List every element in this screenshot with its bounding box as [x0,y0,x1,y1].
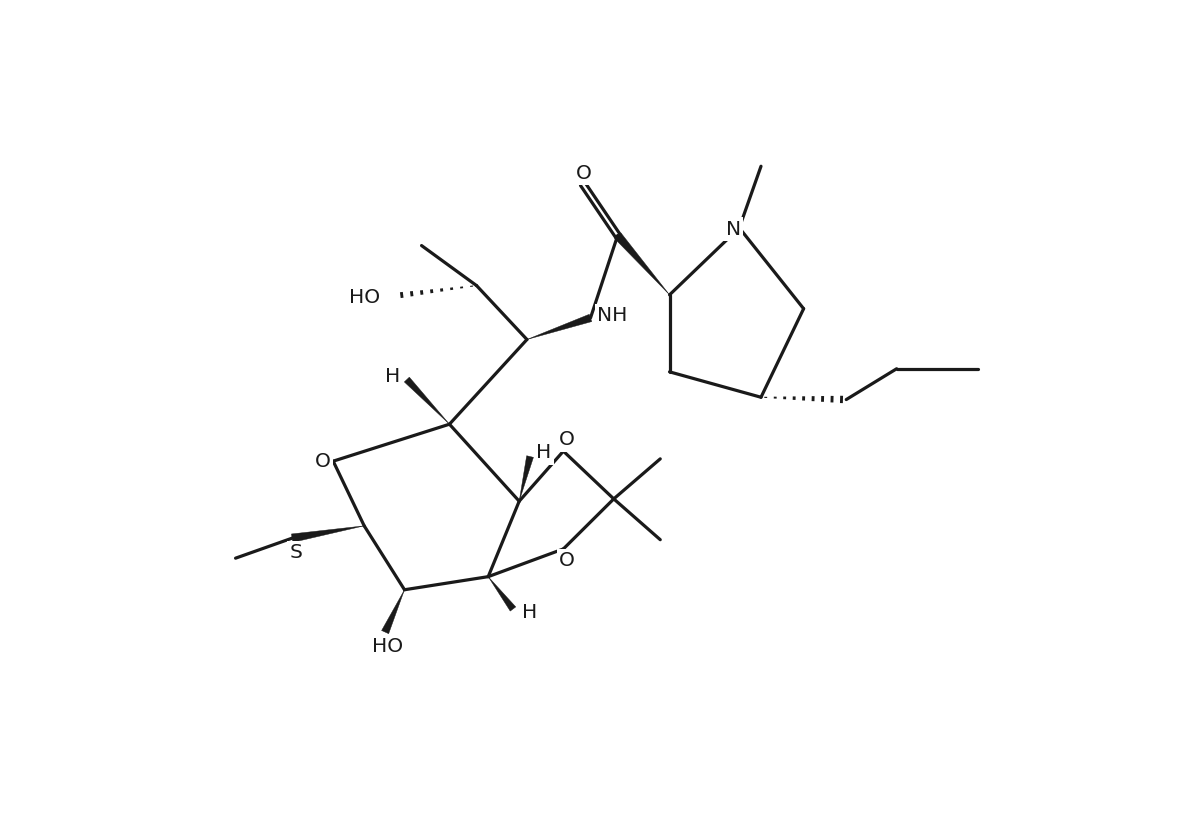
Text: HO: HO [349,287,380,307]
Text: O: O [559,551,575,570]
Polygon shape [488,576,515,611]
Text: H: H [386,367,401,386]
Polygon shape [519,456,533,501]
Text: NH: NH [597,306,627,325]
Polygon shape [405,377,450,424]
Text: N: N [726,220,740,239]
Polygon shape [382,590,405,633]
Text: O: O [314,452,331,470]
Text: O: O [576,164,593,182]
Polygon shape [292,526,364,543]
Text: HO: HO [372,638,403,656]
Text: H: H [537,444,552,462]
Text: S: S [289,543,302,562]
Text: O: O [559,430,575,449]
Polygon shape [527,314,591,339]
Text: H: H [522,603,538,622]
Polygon shape [614,233,670,295]
